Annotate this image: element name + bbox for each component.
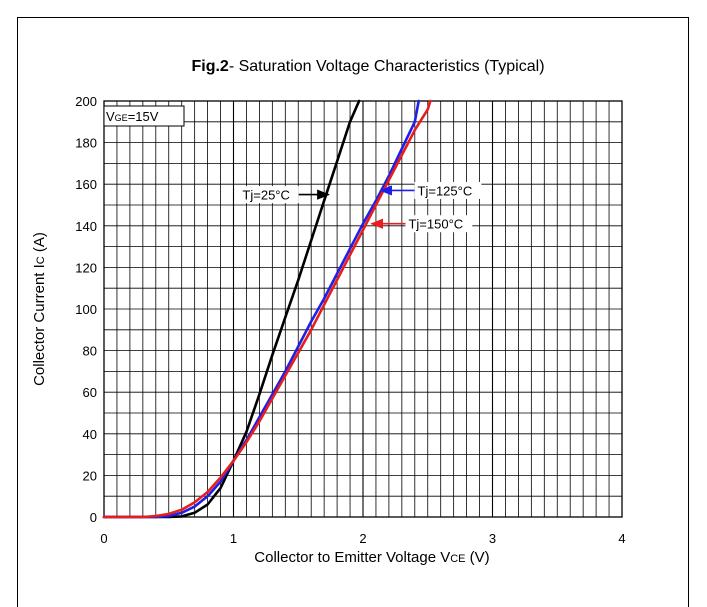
y-tick-label: 140 xyxy=(75,219,97,234)
annotations: Tj=25°C Tj=125°C Tj=150°C xyxy=(239,181,482,233)
y-tick-label: 0 xyxy=(90,510,97,525)
condition-label: VGE=15V xyxy=(103,105,185,127)
y-tick-label: 20 xyxy=(83,468,97,483)
y-tick-label: 120 xyxy=(75,260,97,275)
y-tick-label: 180 xyxy=(75,136,97,151)
annotation-box xyxy=(405,215,473,233)
annotation-label: Tj=25°C xyxy=(242,188,289,203)
condition-label-box xyxy=(103,105,185,127)
svg-text:VGE=15V: VGE=15V xyxy=(106,109,159,124)
annotation-2: Tj=150°C xyxy=(370,215,473,233)
figure-frame xyxy=(17,17,689,607)
y-tick-label: 200 xyxy=(75,94,97,109)
x-tick-label: 1 xyxy=(230,531,237,546)
series-line-0 xyxy=(102,99,361,519)
series-line-2 xyxy=(102,99,432,519)
annotation-box xyxy=(414,181,482,199)
x-axis-label: Collector to Emitter Voltage VCE (V) xyxy=(254,549,489,566)
grid xyxy=(103,100,623,518)
x-tick-label: 4 xyxy=(618,531,625,546)
annotation-label: Tj=150°C xyxy=(408,217,463,232)
annotation-box xyxy=(239,186,299,204)
annotation-label: Tj=125°C xyxy=(418,183,473,198)
y-tick-label: 80 xyxy=(83,344,97,359)
annotation-0: Tj=25°C xyxy=(239,186,330,204)
x-tick-label: 3 xyxy=(489,531,496,546)
y-axis-label: Collector Current IC (A) xyxy=(31,232,48,386)
x-tick-label: 2 xyxy=(359,531,366,546)
y-tick-label: 160 xyxy=(75,177,97,192)
y-tick-label: 60 xyxy=(83,385,97,400)
annotation-1: Tj=125°C xyxy=(379,181,482,199)
plot-area-border xyxy=(103,100,623,518)
x-tick-label: 0 xyxy=(100,531,107,546)
chart-title: Fig.2- Saturation Voltage Characteristic… xyxy=(191,58,544,75)
y-tick-label: 40 xyxy=(83,427,97,442)
y-tick-label: 100 xyxy=(75,302,97,317)
